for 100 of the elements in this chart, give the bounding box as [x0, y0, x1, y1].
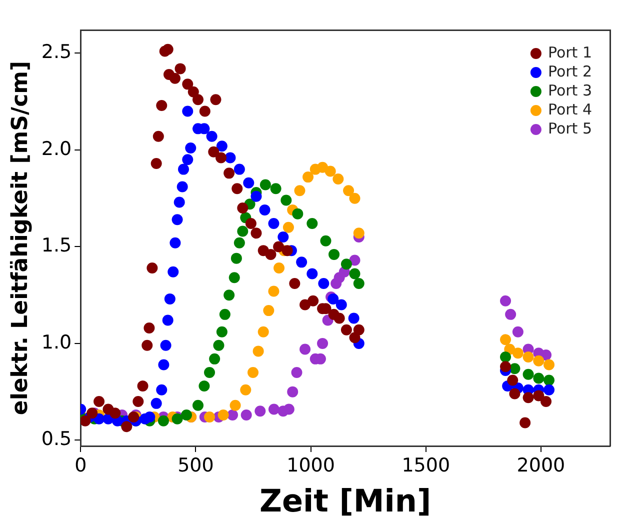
point [522, 351, 534, 362]
point [224, 290, 235, 301]
point [110, 408, 121, 419]
point [132, 396, 144, 407]
point [544, 359, 555, 370]
point [336, 299, 347, 310]
point [274, 262, 285, 274]
point [158, 415, 169, 426]
point [283, 404, 294, 415]
point [240, 410, 252, 421]
point [302, 172, 314, 183]
point [308, 295, 319, 306]
point [317, 338, 328, 349]
point [334, 312, 345, 324]
point [260, 179, 271, 190]
x-tick-label: 1000 [286, 454, 335, 476]
point [273, 241, 284, 252]
point [500, 295, 512, 306]
point [349, 268, 360, 280]
point [294, 185, 306, 196]
y-tick-label: 1.5 [41, 234, 72, 257]
point [160, 340, 172, 351]
point [170, 237, 181, 248]
point [172, 214, 183, 226]
point [296, 256, 308, 268]
point [137, 380, 148, 392]
point [507, 374, 518, 386]
y-tick-label: 0.5 [41, 428, 72, 450]
point [243, 177, 254, 188]
x-tick-label: 500 [178, 454, 214, 476]
point [198, 380, 210, 392]
point [156, 384, 168, 396]
point [178, 164, 189, 175]
point [208, 146, 220, 158]
point [156, 100, 168, 111]
point [230, 252, 242, 264]
point [142, 340, 153, 351]
x-axis-title: Zeit [Min] [259, 483, 432, 520]
point [268, 404, 280, 415]
point [162, 44, 174, 55]
point [349, 192, 360, 204]
point [348, 312, 360, 324]
point [204, 411, 216, 422]
y-tick-label: 1.0 [41, 331, 72, 354]
point [509, 388, 520, 400]
point [254, 406, 266, 417]
point [306, 218, 318, 229]
point [505, 308, 516, 320]
point [544, 374, 555, 386]
point [252, 346, 264, 357]
point [250, 190, 262, 202]
x-tick-label: 2000 [516, 454, 566, 476]
point [259, 204, 270, 216]
point [332, 173, 344, 184]
point [318, 278, 330, 289]
point [300, 299, 311, 310]
point [237, 202, 248, 214]
point [218, 410, 229, 421]
point [210, 94, 222, 106]
point [268, 286, 280, 297]
point [533, 372, 544, 384]
point [522, 368, 534, 380]
point [219, 308, 230, 320]
point [230, 400, 241, 411]
point [540, 396, 552, 407]
point [248, 366, 259, 378]
point [500, 351, 512, 362]
point [234, 164, 245, 175]
legend-label: Port 4 [548, 100, 592, 118]
point [520, 417, 531, 428]
point [282, 245, 293, 256]
point [152, 130, 164, 142]
point [533, 355, 544, 366]
point [533, 390, 544, 402]
point [522, 392, 534, 404]
point [353, 324, 364, 336]
point [265, 248, 276, 260]
point [144, 411, 156, 422]
point [324, 166, 336, 177]
point [216, 152, 227, 164]
point [164, 293, 176, 304]
point [240, 384, 252, 396]
point [216, 140, 228, 152]
point [512, 326, 524, 338]
point [199, 106, 210, 117]
point [291, 366, 302, 378]
x-tick-label: 0 [74, 454, 87, 476]
point [287, 386, 298, 398]
point [158, 359, 170, 370]
point [121, 421, 132, 432]
point [150, 158, 162, 170]
point [245, 218, 256, 229]
point [228, 272, 240, 284]
legend-label: Port 5 [548, 119, 592, 138]
point [192, 400, 204, 411]
y-axis-title: elektr. Leitfähigkeit [mS/cm] [8, 60, 33, 416]
point [185, 142, 196, 154]
point [232, 183, 243, 194]
legend-label: Port 1 [548, 43, 592, 62]
x-tick-label: 1500 [402, 454, 450, 476]
